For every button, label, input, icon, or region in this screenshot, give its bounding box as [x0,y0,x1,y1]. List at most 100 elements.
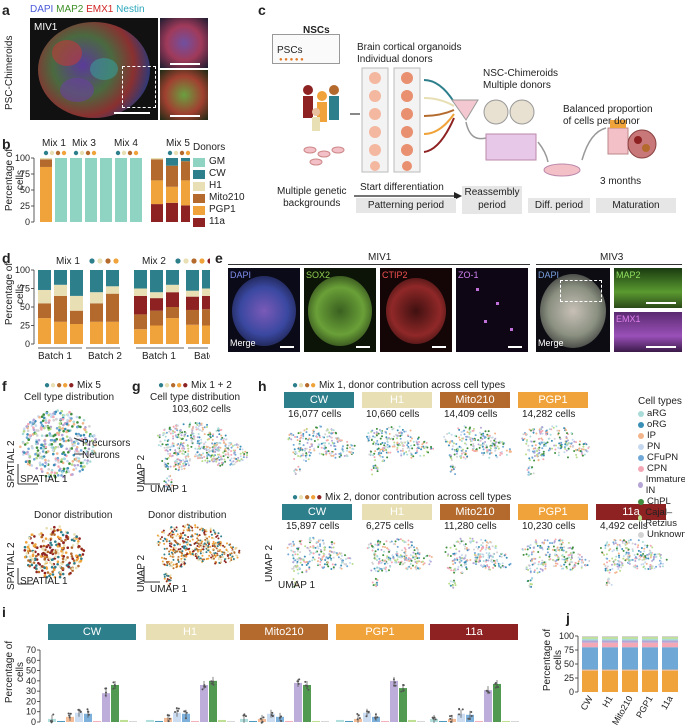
sample-label: MIV1 [34,22,58,33]
scatter-point [376,579,379,582]
donor-dot [61,150,67,156]
scatter-point [322,542,325,545]
scatter-point [567,541,570,544]
scatter-point [378,542,381,545]
celltype-legend-item: PN [638,441,685,452]
scatter-point [207,544,210,547]
scatter-point [35,446,39,449]
scatter-point [63,453,67,457]
scatter-point [82,433,86,437]
scatter-point [487,559,490,562]
scatter-point [161,460,164,463]
scatter-point [165,446,168,449]
scatter-point [183,558,186,561]
scatter-point [537,563,540,566]
scatter-point [52,415,55,419]
scatter-point [539,544,542,547]
scatter-point [240,458,243,461]
scatter-point [81,553,85,556]
scatter-point [226,542,229,545]
scatter-point [35,570,38,574]
scatter-point [477,553,480,556]
scatter-point [49,434,53,437]
scatter-point [233,444,236,447]
scatter-point [481,541,484,544]
scatter-point [318,434,321,437]
replicate-point [400,690,403,693]
scatter-point [385,436,388,439]
scatter-point [367,439,370,442]
scatter-point [556,554,559,557]
donor-dot [91,150,97,156]
scatter-point [483,436,486,439]
scatter-point [549,448,552,451]
replicate-point [467,717,470,720]
scatter-point [244,450,247,453]
panel-b-legend: GM CW H1 Mito210 PGP1 11a [193,156,245,228]
replicate-point [184,717,187,720]
scatter-point [298,431,301,434]
scatter-point [575,441,578,444]
replicate-point [280,715,283,718]
scatter-point [491,436,494,439]
scatter-point [174,461,177,464]
scatter-point [79,425,82,429]
scatter-point [219,556,222,559]
y-tick-label: 50 [564,659,574,669]
scatter-point [539,427,542,430]
scatter-point [406,453,409,456]
scatter-point [168,550,171,553]
legend-label: PGP1 [209,204,236,215]
scatter-point [370,450,373,453]
scatter-point [401,549,404,552]
bar-segment-pgp1 [54,321,67,344]
scatter-point [54,551,58,554]
scatter-point [505,449,508,452]
scatter-point [559,546,562,549]
bar-segment-pgp1 [134,329,147,344]
scatter-point [200,453,203,456]
scatter-point [657,553,660,556]
bar-segment-pgp1 [70,324,83,344]
scatter-point [70,552,73,556]
scatter-point [77,457,81,460]
scatter-point [230,556,233,559]
tube-icon [451,99,487,140]
scatter-point [59,528,62,532]
scatter-point [644,567,647,570]
scatter-point [299,561,302,564]
scatter-point [296,439,299,442]
scatter-point [336,553,339,556]
scatter-point [480,547,483,550]
scatter-point [417,560,420,563]
scatter-point [563,446,566,449]
scatter-point [489,554,492,557]
scatter-point [238,549,241,552]
scatter-point [401,432,404,435]
scatter-point [494,437,497,440]
scatter-point [385,570,388,573]
scatter-point [67,439,70,442]
scatter-point [292,565,295,568]
legend-label: Immature IN [645,474,685,496]
bar-org [57,720,65,722]
scatter-point [35,434,39,437]
scatter-point [175,565,178,568]
scatter-point [551,542,554,545]
scatter-point [26,441,29,445]
scatter-point [40,555,43,558]
scatter-point [196,533,199,536]
legend-swatch [193,157,205,167]
bar-segment-h1 [70,295,83,311]
scatter-point [180,555,183,558]
scatter-point [91,449,94,453]
balanced-line-1: Balanced proportion [563,104,653,115]
scatter-point [43,553,47,556]
scatter-point [333,542,336,545]
scatter-point [42,540,46,543]
panel-f-axis1-b: SPATIAL 1 [20,576,68,587]
scatter-point [206,423,209,426]
panel-f-mix-label: Mix 5 [77,380,101,391]
scatter-point [572,565,575,568]
bar-chpl [399,688,407,722]
